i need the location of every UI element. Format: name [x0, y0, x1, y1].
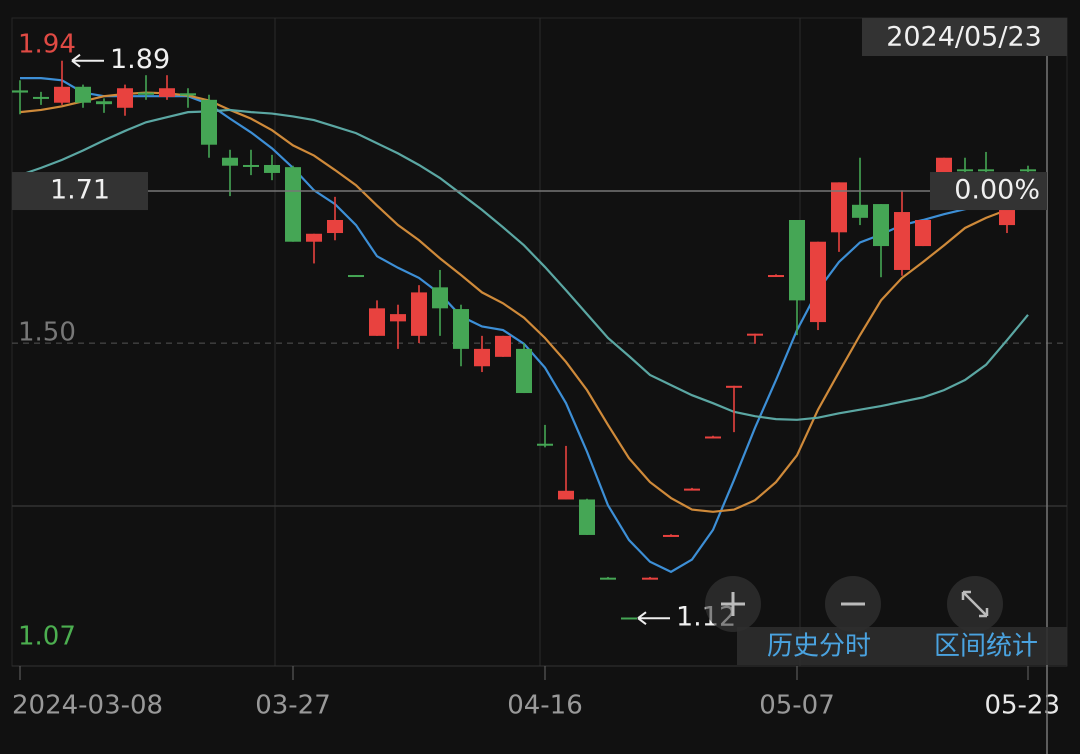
candle-body — [222, 157, 238, 166]
candle-body — [663, 534, 679, 537]
candle-body — [957, 169, 973, 172]
candle-body — [390, 314, 406, 322]
low-arrow — [637, 611, 670, 626]
candle-body — [264, 164, 280, 173]
candle-body — [348, 275, 364, 278]
candle-body — [558, 490, 574, 500]
candle-body — [369, 308, 385, 336]
ma-line — [19, 108, 1029, 421]
candle-body — [915, 220, 931, 247]
crosshair-change: 0.00% — [954, 175, 1040, 206]
candle-body — [117, 88, 133, 108]
candle-body — [54, 86, 70, 103]
expand-icon — [961, 590, 989, 618]
candle-body — [579, 499, 595, 535]
candle-body — [96, 101, 112, 105]
candle-body — [999, 209, 1015, 226]
crosshair-price: 1.71 — [50, 175, 110, 206]
overlay: 2024/05/23 1.71 0.00%1.891.12 — [12, 18, 1067, 754]
x-tick-label: 03-27 — [255, 691, 331, 721]
x-tick-label: 05-07 — [759, 691, 835, 721]
candle-body — [243, 164, 259, 167]
buttons: 历史分时 区间统计 — [705, 576, 1067, 665]
zoom-in-icon — [721, 592, 745, 616]
candle-body — [138, 92, 154, 95]
candle-body — [327, 220, 343, 234]
date-box — [862, 18, 1067, 56]
candle-body — [831, 182, 847, 233]
candle-body — [978, 169, 994, 172]
x-tick-label: 04-16 — [507, 691, 583, 721]
y-tick-label: 1.50 — [18, 318, 76, 348]
candle-body — [936, 157, 952, 173]
candle-body — [453, 309, 469, 349]
history-button[interactable]: 历史分时 — [767, 632, 871, 662]
candle-body — [516, 348, 532, 394]
candle-body — [705, 436, 721, 439]
range-stats-button[interactable]: 区间统计 — [934, 632, 1038, 662]
candle-body — [12, 90, 28, 93]
candle-body — [495, 335, 511, 357]
candle-body — [852, 204, 868, 218]
x-tick-label: 2024-03-08 — [12, 691, 163, 721]
high-label: 1.89 — [110, 44, 170, 75]
candle-body — [747, 333, 763, 336]
candle-body — [789, 220, 805, 301]
candle-body — [642, 577, 658, 580]
candle-body — [894, 212, 910, 270]
x-tick-label: 05-23 — [984, 691, 1060, 721]
candle-body — [810, 241, 826, 323]
price-box — [12, 172, 148, 211]
y-min-label: 1.07 — [18, 622, 76, 652]
button-bar — [737, 627, 1067, 665]
candle-body — [75, 86, 91, 103]
high-arrow — [71, 53, 104, 68]
candle-body — [33, 96, 49, 99]
candle-body — [180, 93, 196, 96]
candle-body — [285, 167, 301, 242]
candle-body — [411, 292, 427, 336]
candle-body — [726, 385, 742, 388]
crosshair-date: 2024/05/23 — [886, 22, 1042, 53]
candle-body — [159, 88, 175, 97]
candle-body — [600, 577, 616, 580]
candle-body — [201, 99, 217, 145]
candle-body — [537, 443, 553, 446]
candle-body — [873, 204, 889, 247]
candle-body — [474, 348, 490, 367]
candle-body — [306, 233, 322, 242]
y-max-label: 1.94 — [18, 30, 76, 60]
candle-body — [621, 617, 637, 620]
candles — [12, 60, 1036, 620]
candle-body — [768, 275, 784, 278]
candle-body — [1020, 169, 1036, 172]
candle-body — [684, 488, 700, 491]
change-box — [930, 172, 1047, 211]
candle-body — [432, 287, 448, 309]
